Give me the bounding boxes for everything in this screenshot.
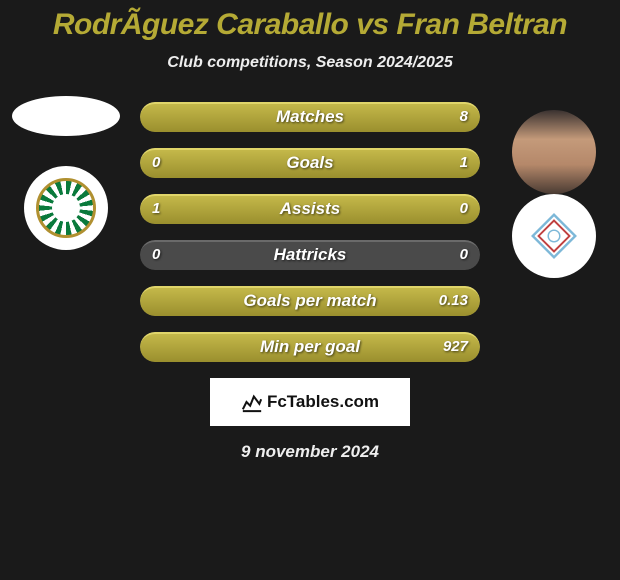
stat-value-right: 0 [460,194,468,224]
stat-label: Goals [140,148,480,178]
celta-crest-icon [525,207,583,265]
stat-row: 0Hattricks0 [140,240,480,270]
left-player-avatar-placeholder [12,96,120,136]
betis-crest-icon [36,178,96,238]
stat-label: Assists [140,194,480,224]
stat-row: 0Goals1 [140,148,480,178]
comparison-title: RodrÃ­guez Caraballo vs Fran Beltran [0,0,620,42]
stat-value-right: 0.13 [439,286,468,316]
stat-label: Matches [140,102,480,132]
stat-label: Min per goal [140,332,480,362]
comparison-subtitle: Club competitions, Season 2024/2025 [0,54,620,72]
right-club-crest [512,194,596,278]
stat-label: Goals per match [140,286,480,316]
stats-container: Matches80Goals11Assists00Hattricks0Goals… [140,102,480,362]
stat-label: Hattricks [140,240,480,270]
chart-icon [241,391,263,413]
stat-row: Matches8 [140,102,480,132]
stat-row: Min per goal927 [140,332,480,362]
stat-value-right: 0 [460,240,468,270]
left-club-crest [24,166,108,250]
stat-value-right: 1 [460,148,468,178]
left-player-column [6,96,126,250]
stat-row: 1Assists0 [140,194,480,224]
right-player-column [494,110,614,278]
right-player-avatar [512,110,596,194]
brand-badge: FcTables.com [210,378,410,426]
stat-value-right: 927 [443,332,468,362]
brand-text: FcTables.com [267,392,379,412]
snapshot-date: 9 november 2024 [0,442,620,462]
stat-row: Goals per match0.13 [140,286,480,316]
stat-value-right: 8 [460,102,468,132]
main-area: Matches80Goals11Assists00Hattricks0Goals… [0,102,620,362]
